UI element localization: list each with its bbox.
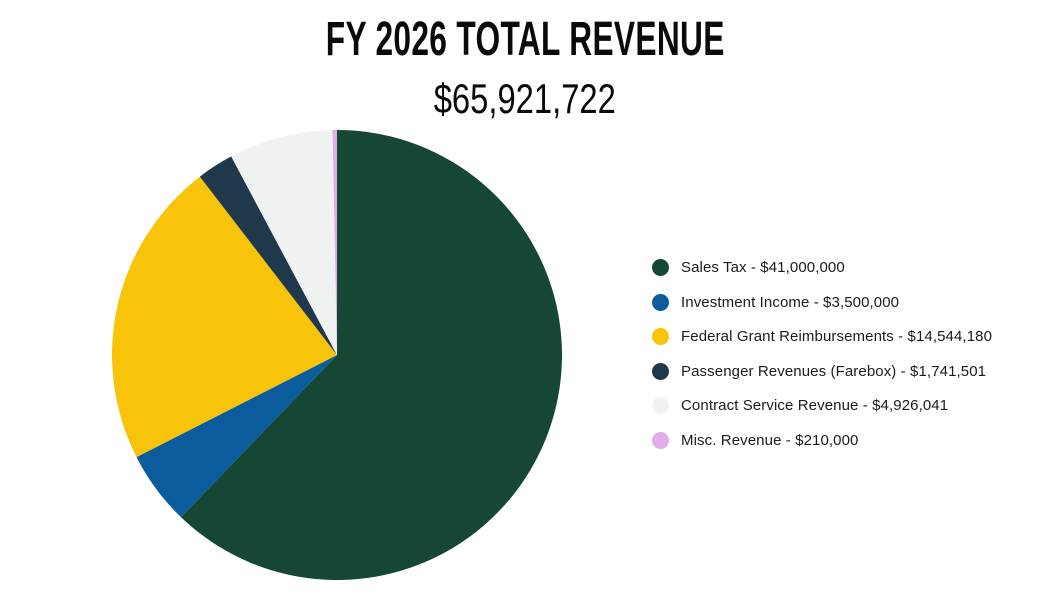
- legend-color-dot-icon: [652, 259, 669, 276]
- legend-color-dot-icon: [652, 328, 669, 345]
- chart-header: FY 2026 TOTAL REVENUE $65,921,722: [0, 16, 1050, 130]
- legend-color-dot-icon: [652, 397, 669, 414]
- legend-label: Contract Service Revenue - $4,926,041: [681, 397, 949, 414]
- chart-title: FY 2026 TOTAL REVENUE: [0, 16, 1050, 75]
- legend-color-dot-icon: [652, 362, 669, 380]
- pie-slice-2: [112, 176, 337, 458]
- legend-item-1: Investment Income - $3,500,000: [652, 293, 992, 311]
- chart-legend: Sales Tax - $41,000,000 Investment Income…: [652, 259, 992, 466]
- legend-label: Sales Tax - $41,000,000: [681, 259, 845, 276]
- legend-item-0: Sales Tax - $41,000,000: [652, 259, 992, 276]
- legend-label: Misc. Revenue - $210,000: [681, 431, 859, 449]
- chart-total-text: $65,921,722: [433, 75, 617, 122]
- legend-label: Passenger Revenues (Farebox) - $1,741,50…: [681, 362, 987, 380]
- legend-label: Investment Income - $3,500,000: [681, 293, 900, 311]
- legend-item-5: Misc. Revenue - $210,000: [652, 431, 992, 449]
- legend-item-3: Passenger Revenues (Farebox) - $1,741,50…: [652, 362, 992, 380]
- legend-color-dot-icon: [652, 431, 669, 449]
- pie-slice-3: [199, 156, 337, 355]
- pie-slice-1: [136, 355, 337, 518]
- pie-slice-5: [332, 130, 337, 355]
- legend-label: Federal Grant Reimbursements - $14,544,1…: [681, 328, 993, 345]
- legend-color-dot-icon: [652, 293, 669, 311]
- legend-item-4: Contract Service Revenue - $4,926,041: [652, 397, 992, 414]
- chart-title-text: FY 2026 TOTAL REVENUE: [325, 13, 725, 66]
- chart-total: $65,921,722: [0, 78, 1050, 130]
- pie-slice-4: [231, 130, 337, 355]
- legend-item-2: Federal Grant Reimbursements - $14,544,1…: [652, 328, 992, 345]
- pie-slice-0: [180, 130, 562, 580]
- pie-chart: [112, 130, 562, 580]
